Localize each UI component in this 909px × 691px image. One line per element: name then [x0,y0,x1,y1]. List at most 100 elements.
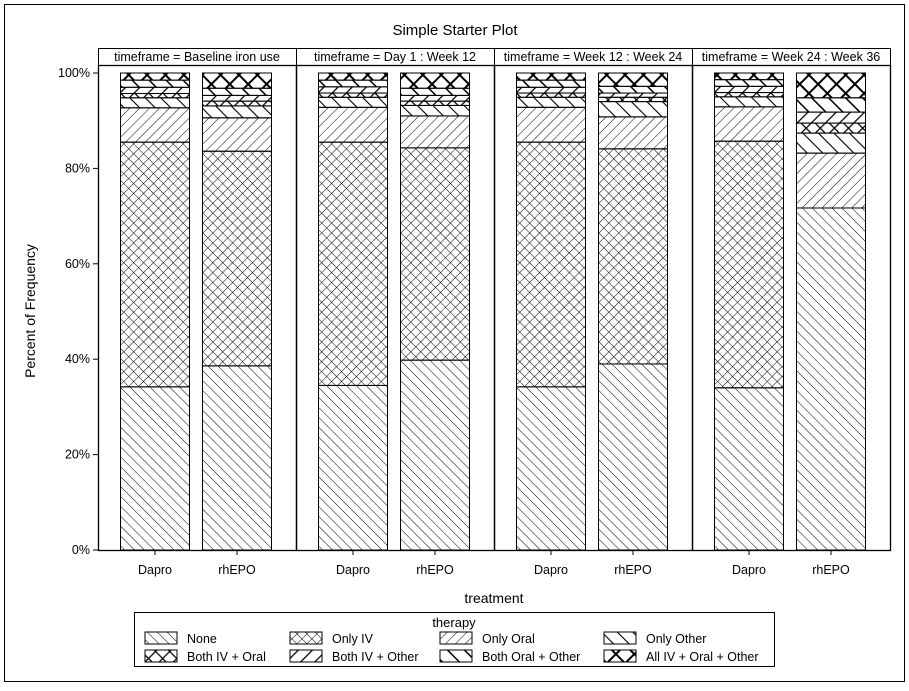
bar-segment-both-iv-other [318,86,388,94]
bar-segment-only-oral [400,115,470,149]
bar-segment-all-iv-oral-other [400,72,470,89]
bar-segment-both-iv-other [598,92,668,98]
legend-swatch [144,649,178,663]
bar-segment-both-iv-other [714,85,784,94]
bar-segment-only-oral [202,117,272,152]
x-tick-label: Dapro [336,563,370,577]
panel-label: timeframe = Week 24 : Week 36 [702,50,880,64]
x-tick-label: rhEPO [416,563,454,577]
panel-label: timeframe = Day 1 : Week 12 [314,50,476,64]
legend-label: Only Other [646,632,706,646]
legend-label: Both IV + Other [332,650,419,664]
legend-swatch [439,631,473,645]
bar-segment-all-iv-oral-other [202,72,272,89]
bar-segment-only-iv [714,140,784,389]
y-tick-label: 20% [65,448,90,462]
chart-title: Simple Starter Plot [392,22,518,39]
bar-segment-all-iv-oral-other [796,72,866,99]
bar-segment-only-iv [598,148,668,365]
bar-segment-none [400,359,470,551]
x-tick-label: rhEPO [218,563,256,577]
bar-segment-only-other [400,104,470,117]
panel-label: timeframe = Week 12 : Week 24 [504,50,682,64]
bar-segment-all-iv-oral-other [598,72,668,87]
legend-label: All IV + Oral + Other [646,650,759,664]
legend-swatch [289,631,323,645]
x-axis-label: treatment [464,590,523,606]
legend-label: Both IV + Oral [187,650,266,664]
panel-label: timeframe = Baseline iron use [114,50,280,64]
legend-label: None [187,632,217,646]
bar-segment-both-iv-other [796,111,866,124]
bar-segment-only-other [796,132,866,154]
bar-segment-both-iv-oral [796,122,866,134]
bar-segment-only-oral [318,106,388,143]
bar-segment-only-other [120,97,190,109]
bar-segment-both-oral-other [796,97,866,113]
bar-segment-all-iv-oral-other [714,72,784,81]
x-tick-label: rhEPO [614,563,652,577]
legend-label: Both Oral + Other [482,650,580,664]
bar-segment-both-oral-other [202,87,272,96]
bar-segment-only-other [202,105,272,119]
bar-segment-both-iv-other [120,86,190,95]
bar-segment-none [318,384,388,551]
bar-segment-only-oral [598,116,668,150]
x-tick-label: Dapro [732,563,766,577]
bar-segment-all-iv-oral-other [120,72,190,81]
legend: therapy None Only IV Only Oral Only Other Bo… [134,612,775,667]
bar-segment-both-iv-other [516,86,586,94]
panel: timeframe = Baseline iron use Dapro rhEPO [97,48,298,577]
bar-segment-none [714,387,784,551]
bar-segment-all-iv-oral-other [516,72,586,81]
panel: timeframe = Day 1 : Week 12 Dapro rhEPO [295,48,496,577]
bar-segment-both-iv-oral [120,93,190,99]
legend-swatch [603,649,637,663]
panel-frame [691,64,892,552]
bar-segment-only-iv [202,150,272,367]
y-tick-label: 80% [65,161,90,175]
bar-segment-both-iv-other [400,94,470,102]
bar-segment-both-iv-oral [714,92,784,98]
legend-swatch [439,649,473,663]
bar-segment-only-oral [516,106,586,143]
legend-label: Only IV [332,632,374,646]
bar-segment-only-other [714,96,784,108]
bar-segment-both-iv-oral [598,96,668,103]
y-axis-label: Percent of Frequency [22,244,38,378]
bar-segment-both-iv-oral [202,100,272,107]
y-tick-label: 0% [72,543,90,557]
y-axis: 0% 20% 40% 60% 80% 100% [58,66,98,557]
x-tick-label: rhEPO [812,563,850,577]
bar-segment-both-oral-other [598,85,668,94]
bar-segment-all-iv-oral-other [318,72,388,81]
panel: timeframe = Week 12 : Week 24 Dapro rhEPO [493,48,694,577]
legend-swatch [289,649,323,663]
x-tick-label: Dapro [138,563,172,577]
y-tick-label: 60% [65,257,90,271]
bar-segment-only-other [318,96,388,108]
bar-segment-both-iv-other [202,94,272,102]
bar-segment-only-iv [318,141,388,386]
y-tick-label: 100% [58,66,90,80]
legend-title: therapy [432,615,476,630]
bar-segment-none [120,386,190,551]
bar-segment-both-iv-oral [400,100,470,106]
bar-segment-both-oral-other [714,79,784,87]
bar-segment-only-oral [714,106,784,142]
bar-segment-only-iv [120,141,190,388]
bar-segment-none [796,207,866,551]
bar-segment-only-iv [400,147,470,361]
x-tick-label: Dapro [534,563,568,577]
bar-segment-only-oral [796,152,866,209]
bar-segment-none [516,386,586,551]
bar-segment-both-oral-other [120,79,190,88]
bar-segment-both-iv-oral [318,92,388,98]
legend-swatch [144,631,178,645]
bar-segment-none [598,363,668,551]
bar-segment-both-oral-other [318,79,388,88]
bar-segment-only-other [516,96,586,108]
panel: timeframe = Week 24 : Week 36 Dapro rhEPO [691,48,892,577]
bar-segment-both-oral-other [516,79,586,88]
